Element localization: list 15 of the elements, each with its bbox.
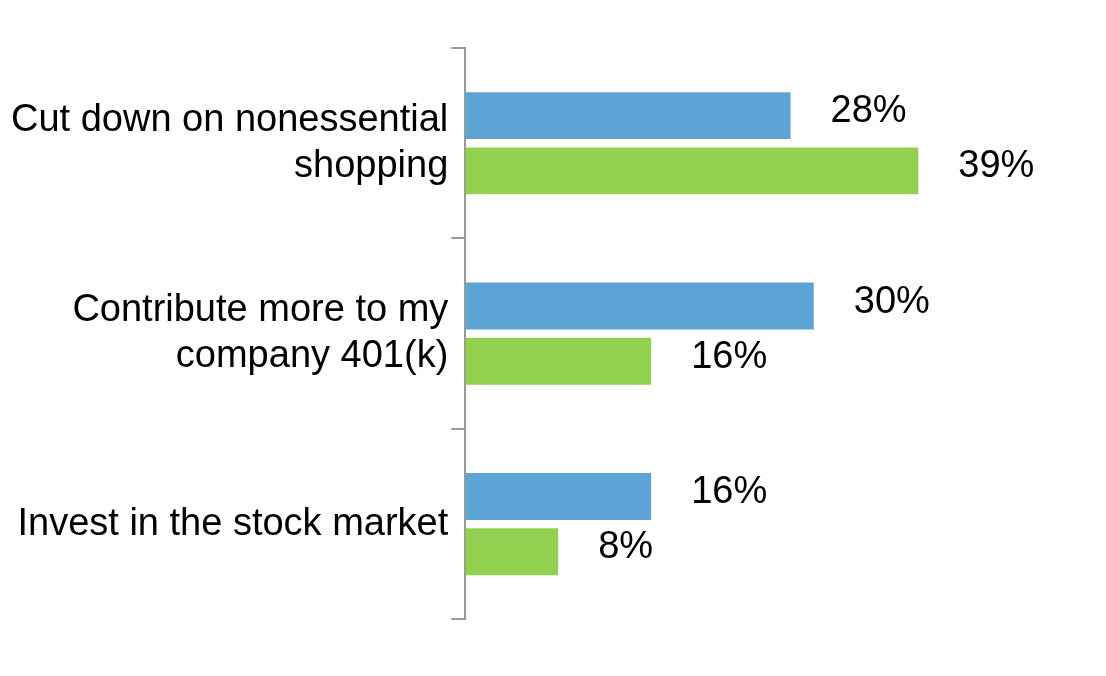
bar bbox=[465, 147, 919, 195]
data-label: 16% bbox=[691, 333, 768, 376]
y-tick-label: Invest in the stock market bbox=[17, 500, 449, 543]
data-label: 39% bbox=[958, 143, 1035, 186]
bar bbox=[465, 528, 559, 576]
bar bbox=[465, 337, 652, 385]
bar bbox=[465, 282, 814, 330]
bar bbox=[465, 92, 791, 140]
y-tick-label: Contribute more to my company 401(k) bbox=[72, 287, 449, 375]
y-tick-label: Cut down on nonessential shopping bbox=[11, 96, 449, 185]
data-label: 30% bbox=[853, 278, 930, 321]
bar bbox=[465, 473, 652, 521]
data-label: 28% bbox=[830, 88, 907, 131]
data-label: 16% bbox=[691, 469, 768, 512]
data-label: 8% bbox=[598, 524, 654, 567]
